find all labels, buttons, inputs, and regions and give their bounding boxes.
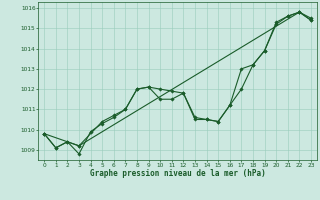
X-axis label: Graphe pression niveau de la mer (hPa): Graphe pression niveau de la mer (hPa) [90,169,266,178]
